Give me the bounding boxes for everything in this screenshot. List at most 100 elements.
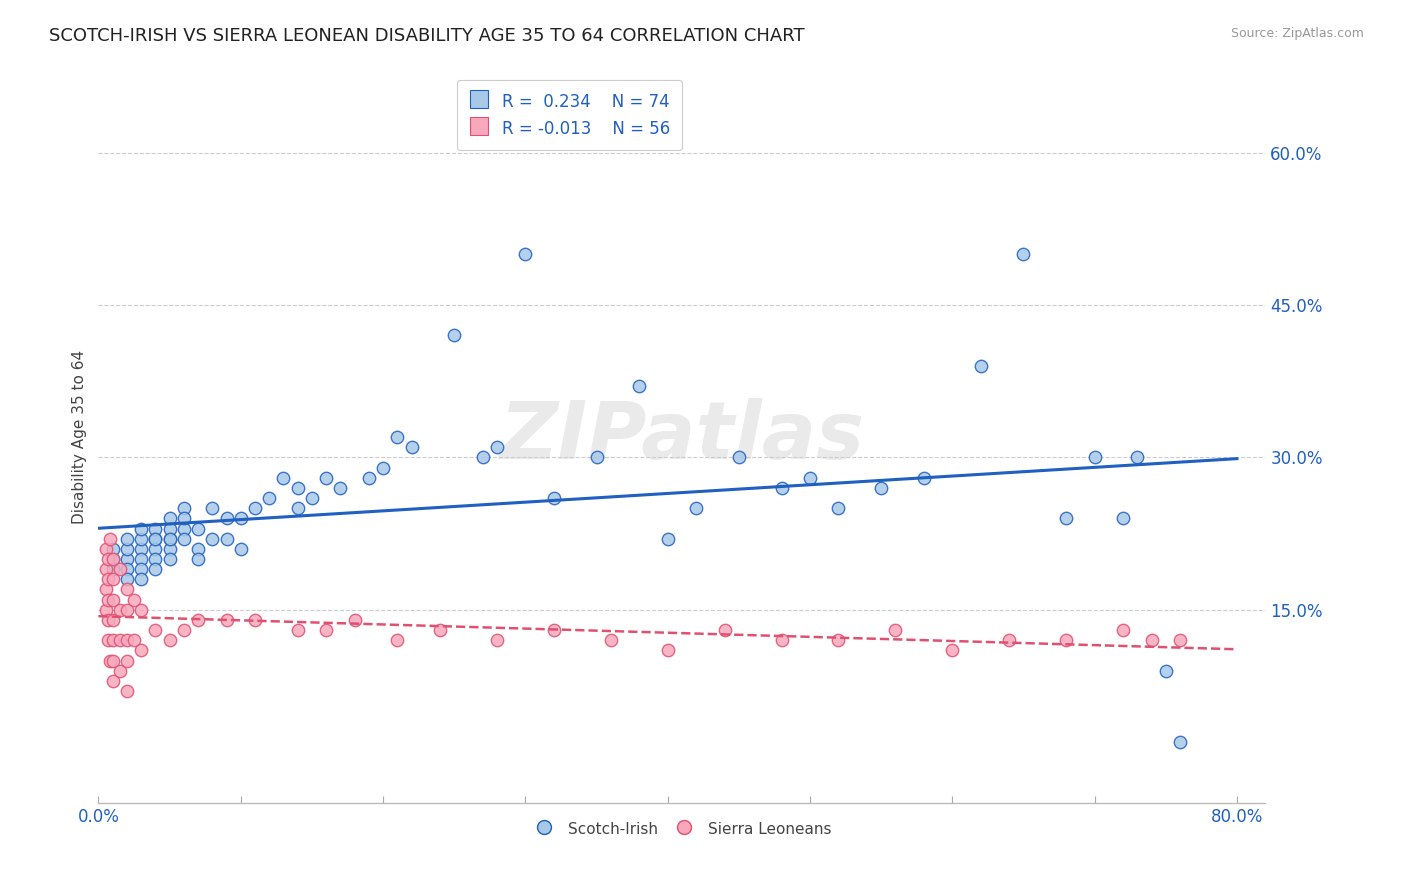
Point — [485, 633, 508, 648]
Point — [173, 511, 195, 525]
Point — [97, 572, 120, 586]
Point — [101, 673, 124, 688]
Point — [429, 623, 451, 637]
Point — [115, 633, 138, 648]
Point — [273, 471, 295, 485]
Point — [1054, 511, 1077, 525]
Point — [215, 613, 238, 627]
Point — [101, 592, 124, 607]
Point — [485, 440, 508, 454]
Point — [357, 471, 380, 485]
Point — [143, 521, 166, 535]
Point — [543, 623, 565, 637]
Point — [129, 572, 152, 586]
Point — [884, 623, 907, 637]
Point — [770, 633, 793, 648]
Point — [1084, 450, 1107, 465]
Point — [173, 623, 195, 637]
Point — [129, 552, 152, 566]
Point — [122, 633, 145, 648]
Point — [599, 633, 621, 648]
Point — [243, 613, 266, 627]
Point — [471, 450, 494, 465]
Point — [173, 532, 195, 546]
Point — [115, 572, 138, 586]
Point — [143, 562, 166, 576]
Point — [173, 521, 195, 535]
Point — [215, 511, 238, 525]
Point — [401, 440, 423, 454]
Point — [229, 511, 252, 525]
Point — [94, 541, 117, 556]
Point — [97, 633, 120, 648]
Point — [201, 501, 224, 516]
Point — [129, 643, 152, 657]
Point — [129, 603, 152, 617]
Point — [143, 552, 166, 566]
Point — [108, 664, 131, 678]
Point — [315, 623, 337, 637]
Text: SCOTCH-IRISH VS SIERRA LEONEAN DISABILITY AGE 35 TO 64 CORRELATION CHART: SCOTCH-IRISH VS SIERRA LEONEAN DISABILIT… — [49, 27, 804, 45]
Point — [115, 654, 138, 668]
Legend: Scotch-Irish, Sierra Leoneans: Scotch-Irish, Sierra Leoneans — [520, 807, 844, 850]
Point — [315, 471, 337, 485]
Point — [187, 541, 209, 556]
Point — [301, 491, 323, 505]
Point — [1140, 633, 1163, 648]
Point — [387, 633, 409, 648]
Point — [108, 633, 131, 648]
Point — [229, 541, 252, 556]
Point — [159, 532, 181, 546]
Point — [108, 562, 131, 576]
Point — [870, 481, 893, 495]
Point — [101, 613, 124, 627]
Point — [159, 633, 181, 648]
Point — [159, 532, 181, 546]
Point — [143, 623, 166, 637]
Point — [287, 501, 309, 516]
Point — [799, 471, 821, 485]
Point — [941, 643, 963, 657]
Point — [173, 501, 195, 516]
Point — [115, 552, 138, 566]
Point — [1126, 450, 1149, 465]
Point — [443, 328, 465, 343]
Point — [187, 521, 209, 535]
Point — [159, 521, 181, 535]
Point — [115, 541, 138, 556]
Point — [657, 643, 679, 657]
Point — [1112, 511, 1135, 525]
Point — [101, 541, 124, 556]
Point — [998, 633, 1021, 648]
Point — [122, 592, 145, 607]
Point — [94, 603, 117, 617]
Point — [129, 562, 152, 576]
Point — [159, 511, 181, 525]
Point — [257, 491, 280, 505]
Point — [912, 471, 935, 485]
Point — [1168, 633, 1191, 648]
Point — [101, 562, 124, 576]
Point — [585, 450, 607, 465]
Point — [657, 532, 679, 546]
Point — [129, 521, 152, 535]
Point — [101, 654, 124, 668]
Point — [143, 532, 166, 546]
Point — [187, 552, 209, 566]
Point — [287, 481, 309, 495]
Point — [770, 481, 793, 495]
Point — [101, 552, 124, 566]
Point — [243, 501, 266, 516]
Point — [628, 379, 651, 393]
Point — [827, 501, 849, 516]
Point — [101, 572, 124, 586]
Point — [1012, 247, 1035, 261]
Point — [129, 532, 152, 546]
Point — [108, 603, 131, 617]
Point — [215, 532, 238, 546]
Point — [98, 532, 121, 546]
Point — [727, 450, 749, 465]
Point — [827, 633, 849, 648]
Point — [101, 552, 124, 566]
Point — [115, 532, 138, 546]
